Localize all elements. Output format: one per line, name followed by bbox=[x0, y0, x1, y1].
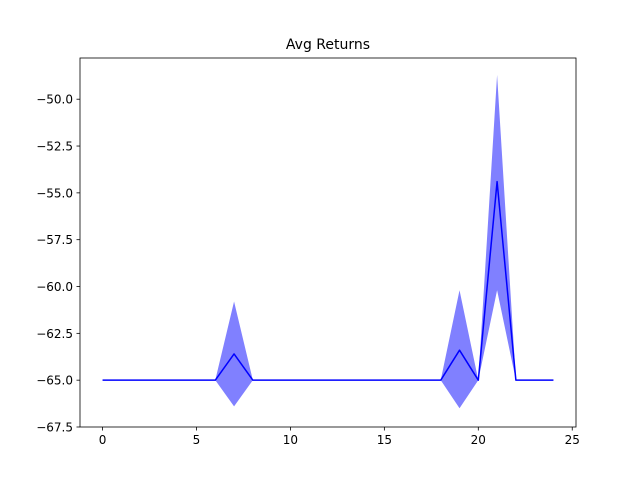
x-tick-label: 20 bbox=[471, 433, 486, 447]
y-tick-label: −67.5 bbox=[36, 421, 73, 435]
y-tick-label: −57.5 bbox=[36, 233, 73, 247]
x-tick-label: 15 bbox=[377, 433, 392, 447]
y-tick-label: −52.5 bbox=[36, 140, 73, 154]
x-tick-label: 10 bbox=[283, 433, 298, 447]
y-tick-label: −62.5 bbox=[36, 327, 73, 341]
y-tick-label: −50.0 bbox=[36, 93, 73, 107]
x-tick-label: 5 bbox=[193, 433, 201, 447]
x-tick-label: 0 bbox=[99, 433, 107, 447]
y-tick-label: −55.0 bbox=[36, 186, 73, 200]
series-line-mean bbox=[102, 180, 554, 381]
x-tick-label: 25 bbox=[565, 433, 580, 447]
plot-area bbox=[80, 58, 576, 427]
axes-frame bbox=[79, 57, 577, 428]
chart-title: Avg Returns bbox=[286, 37, 370, 53]
y-tick-label: −65.0 bbox=[36, 374, 73, 388]
axes: 0 5 10 15 20 25 −67.5 −65.0 −62.5 −60.0 −57.5 −55.0… bbox=[36, 57, 580, 447]
y-tick-label: −60.0 bbox=[36, 280, 73, 294]
